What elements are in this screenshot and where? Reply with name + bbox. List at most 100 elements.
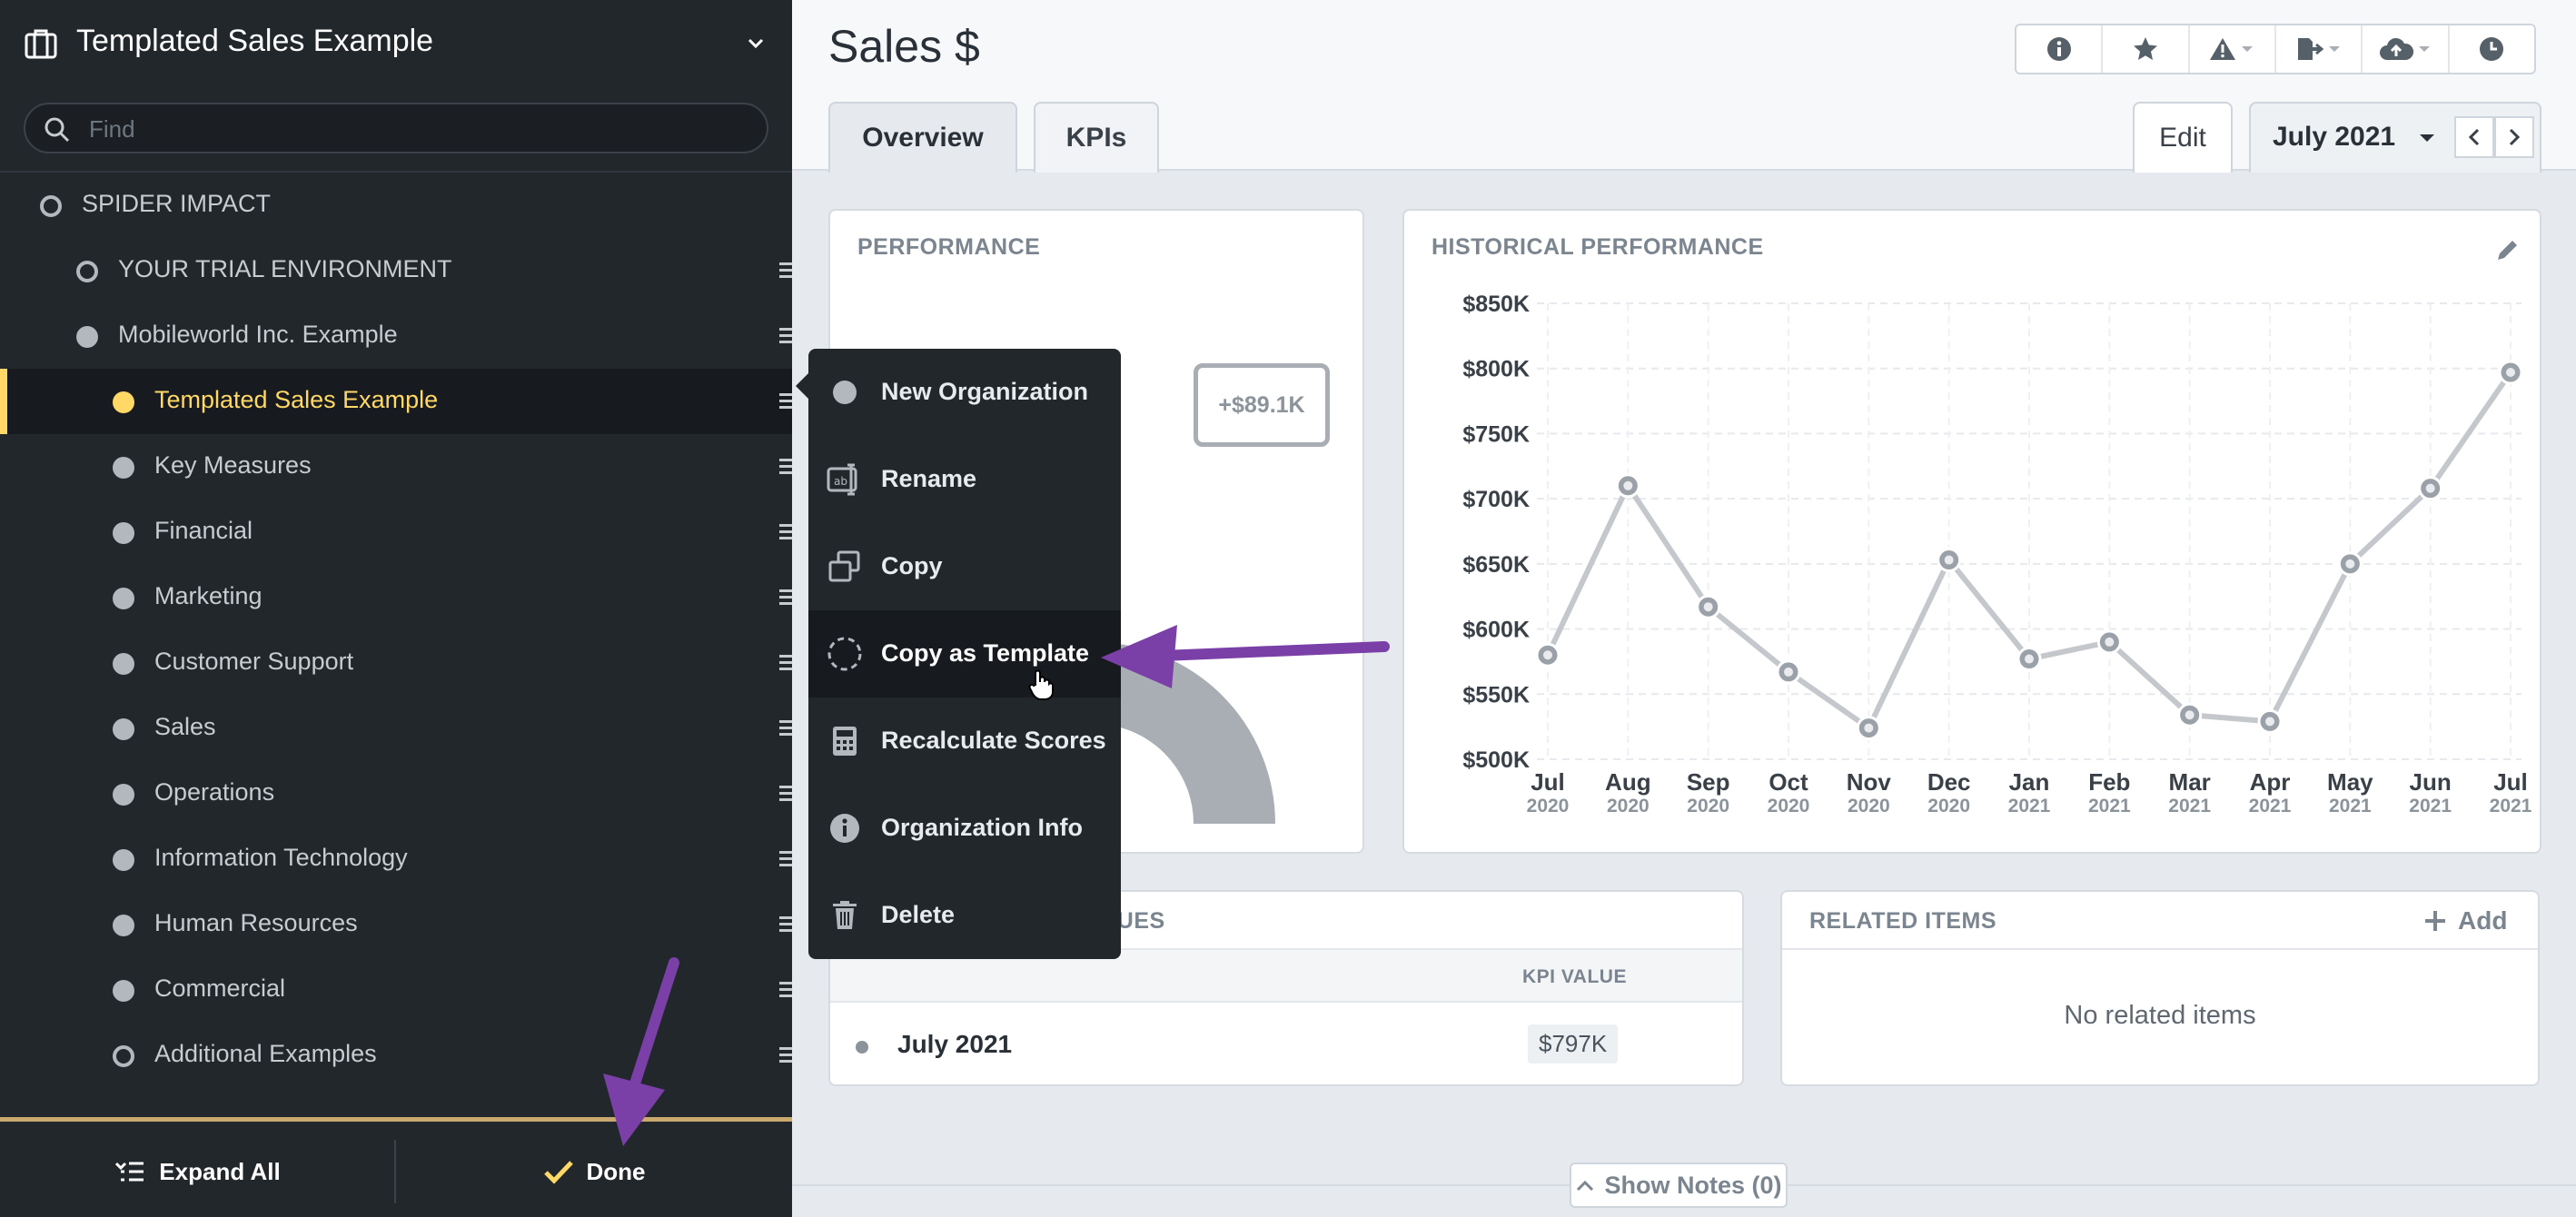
history-icon (2478, 35, 2505, 63)
menu-item-copy[interactable]: Copy (808, 523, 1121, 610)
row-value: $797K (1528, 1024, 1619, 1064)
drag-handle-icon[interactable] (779, 391, 792, 412)
info-icon (2046, 35, 2073, 63)
circle-icon (113, 718, 134, 740)
trash-icon (827, 897, 863, 934)
menu-item-rename[interactable]: ab Rename (808, 436, 1121, 523)
favorite-button[interactable] (2103, 25, 2190, 73)
menu-item-delete[interactable]: Delete (808, 872, 1121, 959)
drag-handle-icon[interactable] (779, 456, 792, 478)
x-tick-year: 2021 (2008, 796, 2051, 816)
sidebar-item[interactable]: Key Measures (0, 434, 792, 500)
rename-icon: ab (827, 461, 863, 498)
drag-handle-icon[interactable] (779, 1044, 792, 1066)
divider (394, 1140, 396, 1203)
y-tick-label: $600K (1462, 618, 1530, 643)
export-button[interactable] (2276, 25, 2363, 73)
menu-item-label: New Organization (881, 378, 1089, 405)
drag-handle-icon[interactable] (779, 914, 792, 935)
drag-handle-icon[interactable] (779, 260, 792, 282)
upload-button[interactable] (2363, 25, 2450, 73)
tab-overview[interactable]: Overview (828, 102, 1017, 173)
sidebar-item[interactable]: Mobileworld Inc. Example (0, 303, 792, 369)
done-label: Done (586, 1157, 646, 1185)
sidebar-item[interactable]: SPIDER IMPACT (0, 173, 792, 238)
page-title: Sales $ (828, 21, 980, 72)
circle-icon (76, 326, 98, 348)
y-tick-label: $700K (1462, 487, 1530, 512)
previous-period-button[interactable] (2454, 116, 2494, 158)
search-box (24, 103, 768, 153)
drag-handle-icon[interactable] (779, 521, 792, 543)
chevron-left-icon (2468, 128, 2480, 146)
column-header-kpi-value: KPI VALUE (1522, 966, 1627, 987)
drag-handle-icon[interactable] (779, 652, 792, 674)
y-tick-label: $650K (1462, 552, 1530, 578)
page-header: Sales $ Overview (792, 0, 2576, 173)
tab-kpis[interactable]: KPIs (1034, 102, 1159, 173)
hollow-circle-icon (40, 195, 62, 217)
drag-handle-icon[interactable] (779, 717, 792, 739)
sidebar-item[interactable]: Information Technology (0, 826, 792, 892)
card-title: RELATED ITEMS (1809, 908, 1997, 934)
menu-item-copy-as-template[interactable]: Copy as Template (808, 610, 1121, 698)
drag-handle-icon[interactable] (779, 979, 792, 1001)
sidebar-item[interactable]: Commercial (0, 957, 792, 1023)
menu-item-new-organization[interactable]: New Organization (808, 349, 1121, 436)
chevron-up-icon (1575, 1178, 1595, 1192)
circle-icon (113, 849, 134, 871)
y-tick-label: $750K (1462, 421, 1530, 447)
circle-icon (113, 653, 134, 675)
divider (0, 1117, 792, 1122)
svg-text:ab: ab (834, 475, 847, 488)
drag-handle-icon[interactable] (779, 325, 792, 347)
show-notes-button[interactable]: Show Notes (0) (1570, 1163, 1788, 1208)
sidebar-item[interactable]: Marketing (0, 565, 792, 630)
x-tick-year: 2020 (1607, 796, 1650, 816)
sidebar-item[interactable]: Customer Support (0, 630, 792, 696)
next-period-button[interactable] (2494, 116, 2534, 158)
sidebar-item[interactable]: Human Resources (0, 892, 792, 957)
y-tick-label: $550K (1462, 682, 1530, 707)
history-button[interactable] (2450, 25, 2534, 73)
divider (0, 171, 792, 173)
sidebar-item[interactable]: Financial (0, 500, 792, 565)
sidebar-item[interactable]: Additional Examples (0, 1023, 792, 1088)
done-button[interactable]: Done (396, 1140, 792, 1203)
alerts-button[interactable] (2190, 25, 2276, 73)
pencil-icon[interactable] (2494, 236, 2522, 263)
menu-item-organization-info[interactable]: Organization Info (808, 785, 1121, 872)
drag-handle-icon[interactable] (779, 848, 792, 870)
expand-all-button[interactable]: Expand All (0, 1140, 394, 1203)
sidebar-item-label: Customer Support (154, 648, 354, 675)
x-tick-month: Jul (1531, 768, 1565, 796)
add-related-item-button[interactable]: Add (2423, 906, 2507, 935)
context-menu: New Organization ab Rename Copy Copy as … (796, 349, 1121, 959)
chevron-down-icon[interactable] (743, 31, 768, 56)
sidebar-header[interactable]: Templated Sales Example (0, 0, 792, 87)
drag-handle-icon[interactable] (779, 783, 792, 805)
expand-all-label: Expand All (159, 1157, 281, 1185)
edit-button[interactable]: Edit (2133, 102, 2233, 173)
sidebar-item[interactable]: Templated Sales Example (0, 369, 792, 434)
change-badge: +$89.1K (1194, 363, 1330, 447)
menu-item-recalculate-scores[interactable]: Recalculate Scores (808, 698, 1121, 785)
period-selector[interactable]: July 2021 (2249, 102, 2541, 173)
x-tick-month: Jun (2410, 768, 2452, 796)
sidebar-item-label: Information Technology (154, 844, 408, 871)
y-tick-label: $800K (1462, 357, 1530, 382)
sidebar-item[interactable]: YOUR TRIAL ENVIRONMENT (0, 238, 792, 303)
sidebar: Templated Sales Example SPIDER IMPACT YOU… (0, 0, 792, 1217)
circle-icon (113, 588, 134, 609)
circle-icon (113, 784, 134, 806)
sidebar-item[interactable]: Operations (0, 761, 792, 826)
search-input[interactable] (89, 112, 743, 146)
info-icon (827, 810, 863, 846)
info-button[interactable] (2016, 25, 2104, 73)
x-tick-year: 2021 (2409, 796, 2452, 816)
x-tick-month: Oct (1769, 768, 1808, 796)
data-point-center (2025, 654, 2034, 664)
caret-down-icon (2240, 45, 2254, 54)
drag-handle-icon[interactable] (779, 587, 792, 608)
sidebar-item[interactable]: Sales (0, 696, 792, 761)
